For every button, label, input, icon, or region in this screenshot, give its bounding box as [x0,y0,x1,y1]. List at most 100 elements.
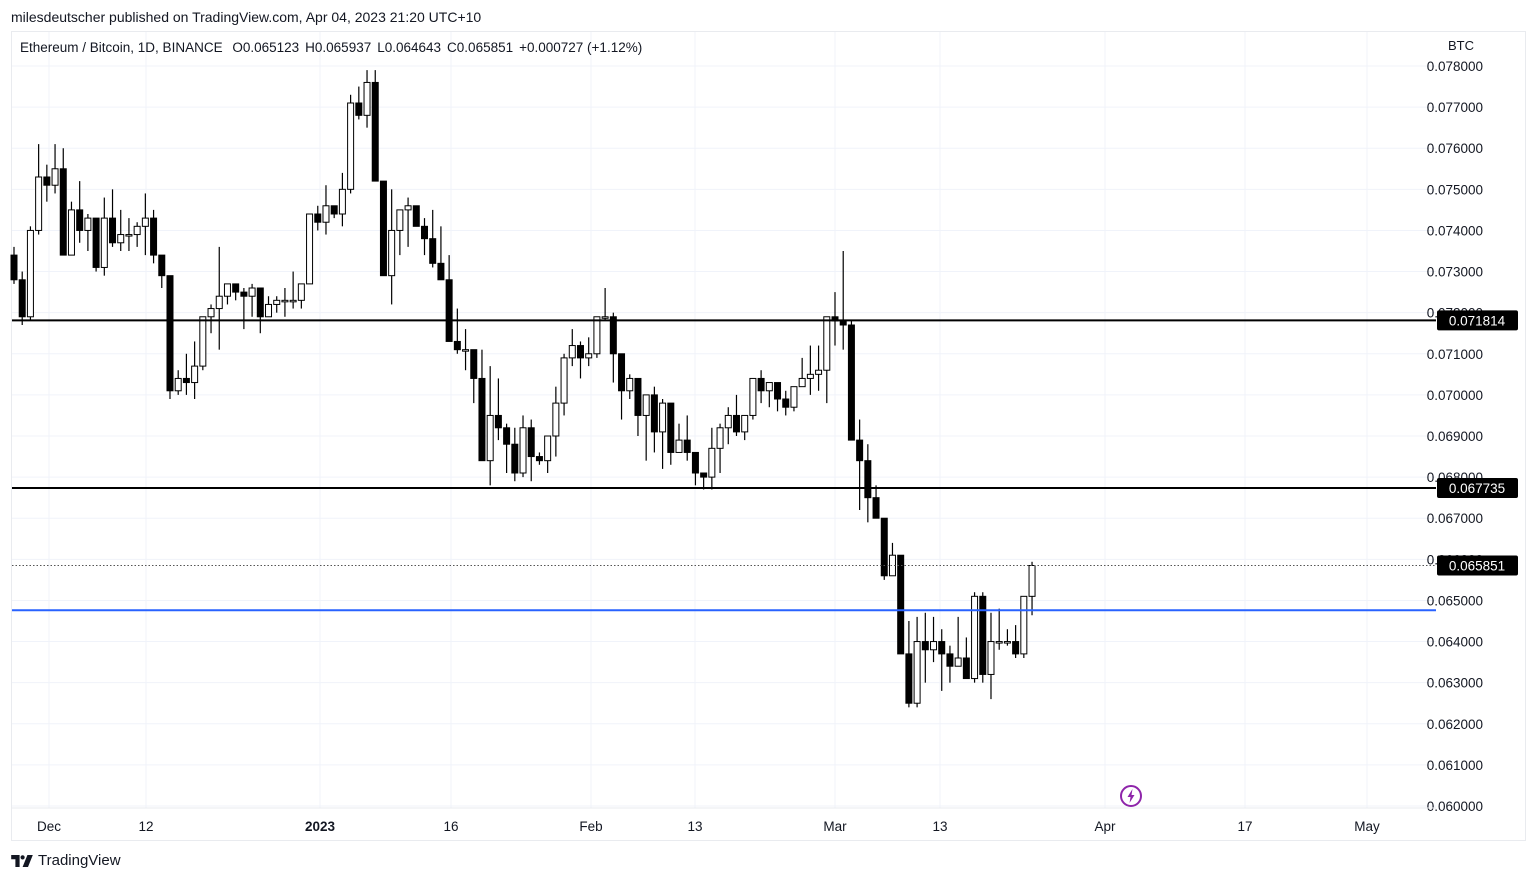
candle-up[interactable] [626,377,634,392]
candle-down[interactable] [774,382,782,400]
candle-down[interactable] [897,554,905,655]
candle-down[interactable] [494,414,502,429]
price-axis-unit[interactable]: BTC [1448,38,1474,53]
candle-down[interactable] [503,427,511,445]
candle-down[interactable] [609,316,617,355]
candle-down[interactable] [511,443,519,474]
candle-up[interactable] [273,299,281,305]
candle-down[interactable] [371,81,379,182]
candle-up[interactable] [716,427,724,449]
candle-down[interactable] [962,657,970,680]
candle-down[interactable] [18,279,26,318]
candle-down[interactable] [535,456,543,462]
candle-down[interactable] [453,340,461,351]
candle-up[interactable] [223,283,231,297]
candle-down[interactable] [10,254,18,281]
candle-down[interactable] [76,209,84,231]
candle-down[interactable] [256,287,264,318]
candle-up[interactable] [913,641,921,704]
candle-up[interactable] [199,316,207,367]
candle-up[interactable] [297,283,305,301]
candle-down[interactable] [683,439,691,453]
candle-down[interactable] [470,349,478,379]
candle-down[interactable] [667,402,675,453]
candle-up[interactable] [281,299,289,303]
candle-up[interactable] [84,217,92,231]
candle-up[interactable] [971,595,979,680]
tradingview-brand[interactable]: TradingView [11,852,121,869]
candle-down[interactable] [634,377,642,416]
candle-down[interactable] [109,217,117,244]
candle-up[interactable] [125,234,133,237]
candle-up[interactable] [601,316,609,319]
candle-down[interactable] [856,439,864,462]
candle-up[interactable] [347,102,355,190]
candle-up[interactable] [67,209,75,256]
candle-down[interactable] [445,279,453,342]
candle-up[interactable] [141,217,149,227]
candle-down[interactable] [946,653,954,667]
candle-up[interactable] [749,377,757,416]
candle-down[interactable] [700,472,708,478]
candle-down[interactable] [618,353,626,392]
candle-down[interactable] [847,324,855,441]
candle-down[interactable] [182,377,190,384]
candle-down[interactable] [355,102,363,116]
candle-up[interactable] [642,394,650,416]
candle-down[interactable] [872,497,880,519]
candle-down[interactable] [429,238,437,264]
candle-up[interactable] [560,357,568,404]
candle-down[interactable] [232,283,240,293]
candle-up[interactable] [790,386,798,408]
candle-up[interactable] [930,641,938,651]
candle-down[interactable] [691,451,699,474]
candle-up[interactable] [51,168,59,186]
candle-up[interactable] [388,229,396,277]
candle-down[interactable] [330,205,338,215]
candle-down[interactable] [732,414,740,433]
candle-up[interactable] [265,303,273,318]
candle-up[interactable] [823,316,831,371]
candle-up[interactable] [1020,595,1028,655]
candle-up[interactable] [248,287,256,297]
candle-down[interactable] [379,180,387,277]
candle-up[interactable] [593,316,601,355]
candle-down[interactable] [650,394,658,433]
candle-up[interactable] [954,657,962,667]
candle-up[interactable] [289,299,297,303]
candle-down[interactable] [938,641,946,655]
candle-up[interactable] [207,308,215,318]
candle-up[interactable] [396,209,404,231]
candle-up[interactable] [191,365,199,384]
candle-down[interactable] [921,641,929,651]
candle-down[interactable] [412,205,420,227]
candle-down[interactable] [240,291,248,297]
candle-up[interactable] [363,81,371,116]
candle-down[interactable] [158,254,166,277]
candle-up[interactable] [544,435,552,462]
candle-down[interactable] [757,377,765,392]
candle-up[interactable] [26,229,34,318]
candle-up[interactable] [987,641,995,675]
candle-up[interactable] [724,414,732,429]
candle-down[interactable] [1012,641,1020,655]
candle-up[interactable] [117,234,125,244]
candle-up[interactable] [519,427,527,474]
event-lightning-icon[interactable] [1119,784,1143,808]
candle-down[interactable] [166,275,174,392]
candle-down[interactable] [864,460,872,499]
candle-down[interactable] [478,377,486,462]
candle-up[interactable] [35,176,43,231]
candle-up[interactable] [322,205,330,223]
candle-down[interactable] [92,217,100,268]
candle-down[interactable] [979,595,987,675]
candle-up[interactable] [174,377,182,392]
candle-up[interactable] [133,225,141,236]
candle-down[interactable] [437,262,445,281]
candle-up[interactable] [462,349,470,352]
candle-up[interactable] [404,205,412,211]
candle-down[interactable] [43,176,51,186]
candle-up[interactable] [765,382,773,392]
candle-down[interactable] [59,168,67,256]
